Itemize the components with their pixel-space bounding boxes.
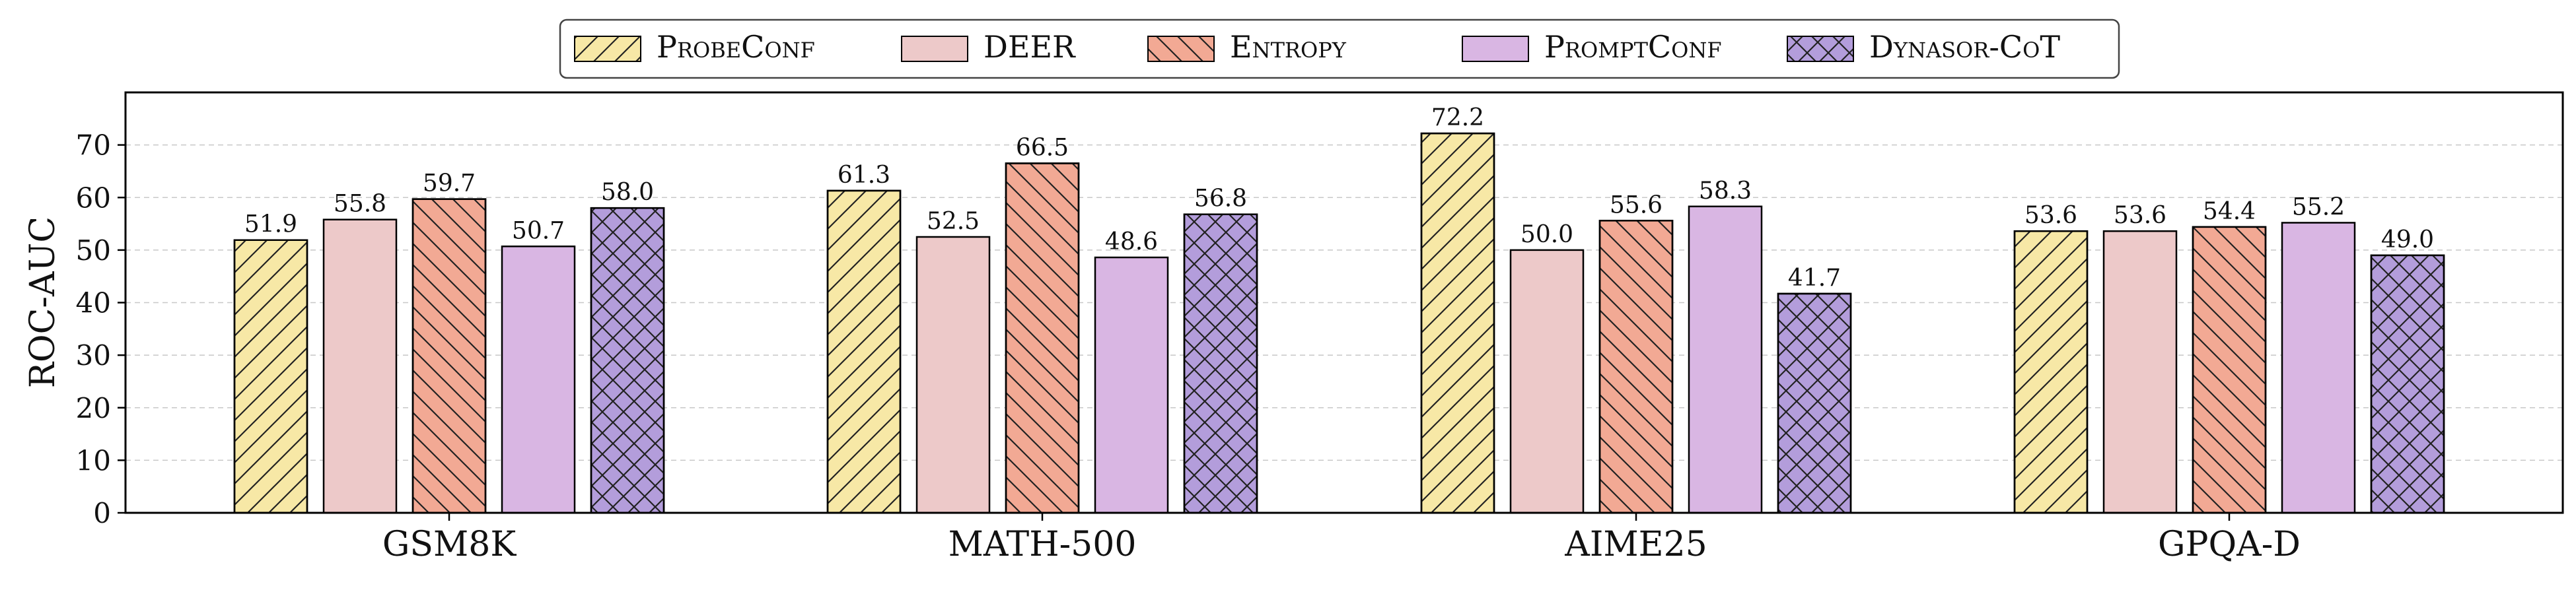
bar-hatch-0-2 (411, 198, 487, 514)
bar-hatch-3-4 (2370, 254, 2445, 514)
bar-2-1 (1509, 249, 1585, 514)
legend-label-0: ProbeConf (657, 29, 815, 65)
bar-3-1 (2102, 230, 2178, 514)
bar-hatch-0-0 (233, 239, 308, 514)
legend-label-2: Entropy (1230, 29, 1347, 65)
data-label-0-1: 55.8 (334, 191, 386, 218)
bar-3-3 (2281, 222, 2356, 514)
legend-swatch-hatch-0 (574, 36, 641, 62)
bar-hatch-2-2 (1598, 220, 1674, 514)
data-labels: 51.9 55.8 59.7 50.7 58.0 61.3 52.5 66.5 48.6 56.8… (244, 104, 2434, 292)
legend-label-1: DEER (984, 29, 1076, 65)
y-tick-label: 30 (76, 339, 111, 372)
bar-0-1 (322, 218, 398, 514)
y-tick-label: 40 (76, 287, 111, 319)
y-tick-label: 60 (76, 182, 111, 214)
data-label-0-2: 59.7 (423, 170, 476, 197)
data-label-1-4: 56.8 (1194, 185, 1247, 213)
y-tick-label: 70 (76, 129, 111, 162)
data-label-3-3: 55.2 (2292, 193, 2345, 220)
data-label-1-0: 61.3 (838, 162, 890, 189)
bar-1-1 (915, 236, 991, 514)
legend-swatch-hatch-4 (1787, 36, 1854, 62)
data-label-1-3: 48.6 (1105, 228, 1158, 255)
bar-hatch-1-0 (826, 189, 902, 514)
bar-hatch-3-0 (2013, 230, 2089, 514)
x-tick-label: AIME25 (1564, 525, 1707, 564)
bar-2-3 (1688, 205, 1763, 514)
data-label-1-2: 66.5 (1016, 134, 1069, 161)
data-label-3-0: 53.6 (2024, 202, 2077, 229)
y-axis: 0 10 20 30 40 50 60 70 (76, 129, 125, 529)
x-axis: GSM8K MATH-500 AIME25 GPQA-D (382, 513, 2301, 564)
data-label-2-3: 58.3 (1699, 178, 1752, 205)
legend-box (559, 18, 2120, 79)
data-label-3-1: 53.6 (2114, 202, 2166, 229)
legend: ProbeConf DEER Entropy PromptConf Dynasor-Co… (559, 18, 2120, 79)
y-tick-label: 50 (76, 234, 111, 267)
bar-hatch-1-2 (1005, 162, 1080, 514)
data-label-0-4: 58.0 (601, 179, 654, 206)
y-tick-label: 10 (76, 444, 111, 477)
bar-1-3 (1094, 256, 1169, 514)
legend-swatch-1 (901, 36, 968, 62)
legend-swatch-3 (1462, 36, 1529, 62)
data-label-0-3: 50.7 (512, 217, 565, 244)
bar-hatch-3-2 (2192, 226, 2267, 514)
x-tick-label: GSM8K (382, 525, 517, 564)
x-tick-label: GPQA-D (2158, 525, 2301, 564)
data-label-3-4: 49.0 (2381, 226, 2434, 253)
y-axis-title: ROC-AUC (23, 216, 63, 388)
y-tick-label: 20 (76, 392, 111, 424)
data-label-2-2: 55.6 (1610, 191, 1663, 218)
legend-swatch-hatch-2 (1147, 36, 1215, 62)
data-label-3-2: 54.4 (2203, 198, 2256, 225)
bar-hatch-1-4 (1183, 213, 1258, 514)
bar-0-3 (501, 246, 576, 514)
x-tick-label: MATH-500 (948, 525, 1137, 564)
data-label-0-0: 51.9 (244, 211, 297, 238)
legend-label-3: PromptConf (1544, 29, 1722, 65)
bar-hatch-0-4 (590, 207, 665, 514)
bars (233, 132, 2445, 514)
data-label-2-0: 72.2 (1431, 104, 1484, 131)
y-tick-label: 0 (93, 497, 111, 529)
bar-hatch-2-4 (1777, 292, 1852, 514)
data-label-2-4: 41.7 (1788, 265, 1841, 292)
legend-label-4: Dynasor-CoT (1869, 29, 2060, 65)
data-label-2-1: 50.0 (1521, 221, 1573, 248)
bar-hatch-2-0 (1420, 132, 1495, 514)
data-label-1-1: 52.5 (927, 208, 980, 235)
